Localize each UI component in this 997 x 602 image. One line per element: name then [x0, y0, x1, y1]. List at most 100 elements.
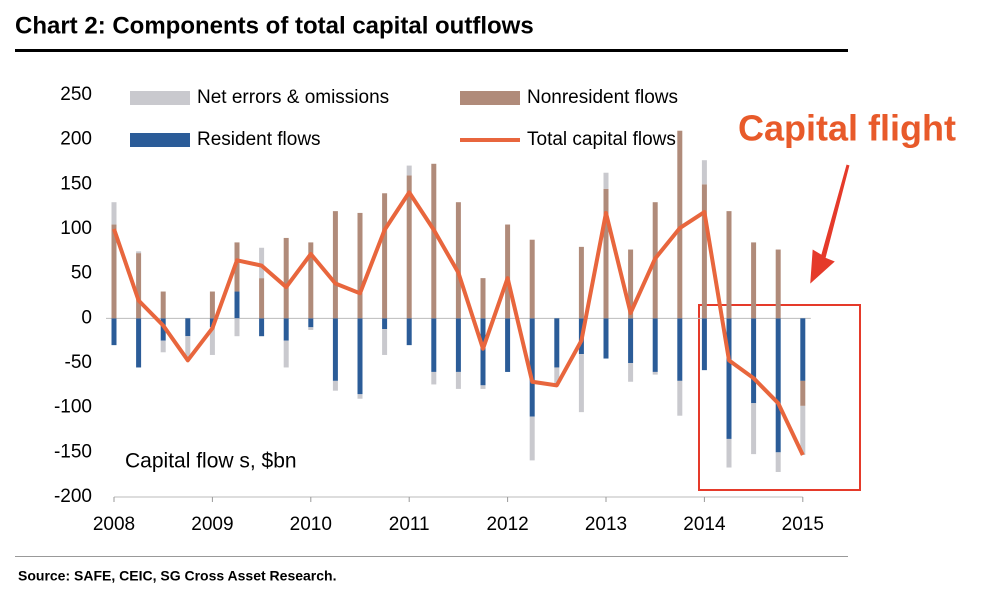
bar [603, 188, 609, 319]
bar [652, 371, 658, 375]
bar [455, 371, 461, 389]
y-tick-label: 250 [60, 84, 92, 105]
bar [455, 318, 461, 372]
bar [677, 318, 683, 381]
annotation: Capital flight [738, 108, 956, 149]
axis-label: Capital flow s, $bn [125, 450, 297, 473]
bar [578, 246, 584, 319]
bar [382, 193, 388, 319]
bar [136, 318, 142, 368]
bar [431, 371, 437, 385]
bar [529, 239, 535, 319]
bar [209, 327, 215, 355]
legend-label: Total capital flows [527, 129, 676, 150]
bar [800, 380, 806, 406]
bar [382, 329, 388, 355]
x-tick-label: 2015 [782, 514, 824, 535]
x-tick-label: 2008 [93, 514, 135, 535]
bar [529, 416, 535, 461]
bar [234, 291, 240, 319]
bar [554, 318, 560, 368]
chart-title: Chart 2: Components of total capital out… [15, 12, 534, 39]
y-tick-label: -150 [54, 441, 92, 462]
bar [111, 202, 117, 225]
bar [751, 242, 757, 319]
bar [406, 318, 412, 346]
bar [800, 318, 806, 381]
legend-label: Net errors & omissions [197, 87, 389, 108]
bar [332, 380, 338, 391]
bar [111, 318, 117, 346]
bar [603, 318, 609, 359]
bar [357, 212, 363, 319]
bar [775, 318, 781, 453]
x-tick-label: 2012 [486, 514, 528, 535]
bar [431, 318, 437, 372]
bar [234, 242, 240, 292]
y-tick-label: 200 [60, 129, 92, 150]
bar [357, 318, 363, 395]
x-tick-label: 2014 [683, 514, 726, 535]
legend-label: Resident flows [197, 129, 321, 150]
bar [701, 160, 707, 185]
y-tick-label: 150 [60, 173, 92, 194]
bar [308, 327, 314, 330]
bar [332, 318, 338, 381]
bar [480, 385, 486, 389]
bar [554, 367, 560, 386]
bar [160, 340, 166, 353]
bar [283, 318, 289, 341]
x-tick-label: 2013 [585, 514, 627, 535]
bar [677, 380, 683, 416]
y-tick-label: -100 [54, 397, 92, 418]
bar [332, 211, 338, 319]
bar [701, 184, 707, 319]
title-rule [15, 49, 848, 52]
bar [652, 318, 658, 372]
bar [160, 291, 166, 319]
bar [775, 452, 781, 472]
x-tick-label: 2010 [290, 514, 332, 535]
x-tick-label: 2009 [191, 514, 233, 535]
bar [209, 291, 215, 319]
bar [751, 403, 757, 455]
legend-swatch [130, 133, 190, 147]
bar [726, 318, 732, 439]
bar [775, 249, 781, 319]
x-tick-label: 2011 [389, 514, 430, 535]
bar [701, 318, 707, 371]
bar [259, 318, 265, 337]
bar [185, 318, 191, 337]
y-tick-label: -50 [65, 352, 92, 373]
bar [357, 394, 363, 399]
bar [455, 202, 461, 319]
bar [308, 318, 314, 328]
legend-swatch [460, 91, 520, 105]
bar [283, 340, 289, 368]
bar [751, 318, 757, 404]
bar [308, 242, 314, 319]
line [112, 190, 805, 456]
bar [529, 318, 535, 417]
bar [628, 318, 634, 363]
y-tick-label: 100 [60, 218, 92, 239]
bar [234, 318, 240, 337]
y-tick-label: -200 [54, 486, 92, 507]
bar [505, 318, 511, 372]
y-tick-label: 0 [81, 307, 92, 328]
bar [406, 175, 412, 319]
bar [800, 405, 806, 456]
bar [160, 318, 166, 341]
bar [136, 253, 142, 319]
bar [628, 249, 634, 319]
bar [726, 211, 732, 319]
bar [136, 251, 142, 254]
bar [382, 318, 388, 330]
bar [283, 237, 289, 319]
legend-label: Nonresident flows [527, 87, 678, 108]
bar [406, 165, 412, 176]
bar [185, 336, 191, 361]
legend-swatch [130, 91, 190, 105]
bar [603, 172, 609, 189]
bar [431, 163, 437, 319]
